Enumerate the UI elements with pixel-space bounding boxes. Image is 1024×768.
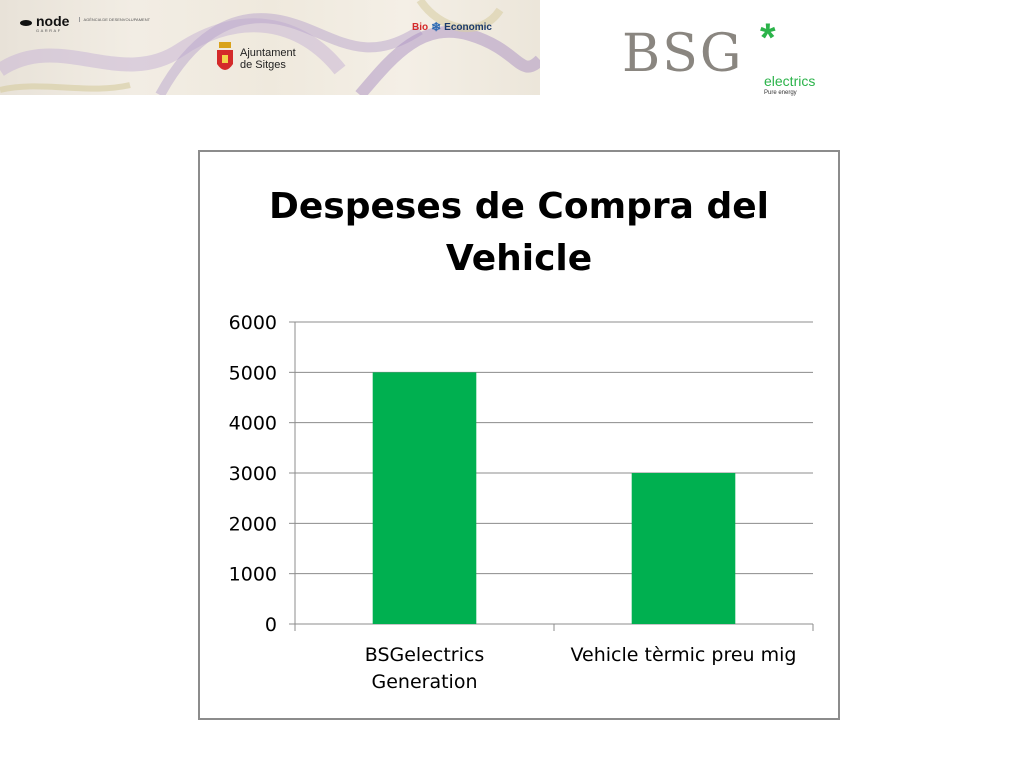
node-logo-name: node <box>36 13 70 29</box>
y-tick-label: 4000 <box>229 413 277 435</box>
node-garraf-logo: node GARRAF AGÈNCIA DE DESENVOLUPAMENT <box>20 14 150 34</box>
bar <box>631 473 736 624</box>
header-banner: node GARRAF AGÈNCIA DE DESENVOLUPAMENT A… <box>0 0 540 95</box>
bsg-electrics-text: electrics <box>764 73 816 89</box>
y-tick-label: 2000 <box>229 513 277 535</box>
bar <box>372 372 477 624</box>
bar-chart: 0 1000 2000 3000 4000 5000 6000 BSGelectrics Gen… <box>229 312 814 693</box>
banner-swirl-graphic <box>0 0 540 95</box>
y-tick-label: 0 <box>265 614 277 636</box>
ajuntament-line2: de Sitges <box>240 59 286 71</box>
node-logo-subtitle: GARRAF <box>36 28 62 33</box>
chart-title-line2: Vehicle <box>445 238 593 279</box>
ajuntament-line1: Ajuntament <box>240 47 296 59</box>
y-tick-label: 6000 <box>229 312 277 334</box>
bio-text: Bio <box>412 21 429 33</box>
chart-container: Despeses de Compra del Vehicle 0 1000 2000… <box>198 150 840 720</box>
bioeconomic-logo: Bio ❄ Economic <box>412 20 492 34</box>
bsg-tagline: Pure energy <box>764 90 797 96</box>
sitges-shield-icon <box>217 42 233 70</box>
y-tick-label: 3000 <box>229 463 277 485</box>
ajuntament-sitges-logo: Ajuntament de Sitges <box>216 42 296 76</box>
snowflake-icon: ❄ <box>431 20 442 34</box>
bsg-asterisk: * <box>760 16 776 60</box>
bsg-electrics-logo: BSG * electrics Pure energy <box>622 18 842 102</box>
economic-text: Economic <box>444 21 492 33</box>
chart-title-line1: Despeses de Compra del <box>269 186 769 227</box>
bsg-logo-text: BSG <box>622 24 744 84</box>
node-logo-agency: AGÈNCIA DE DESENVOLUPAMENT <box>79 17 150 22</box>
y-tick-label: 1000 <box>229 564 277 586</box>
node-mark-icon <box>20 20 32 26</box>
x-category-label: Generation <box>372 671 478 693</box>
x-category-label: BSGelectrics <box>365 644 484 666</box>
y-tick-label: 5000 <box>229 362 277 384</box>
x-category-label: Vehicle tèrmic preu mig <box>571 644 797 666</box>
